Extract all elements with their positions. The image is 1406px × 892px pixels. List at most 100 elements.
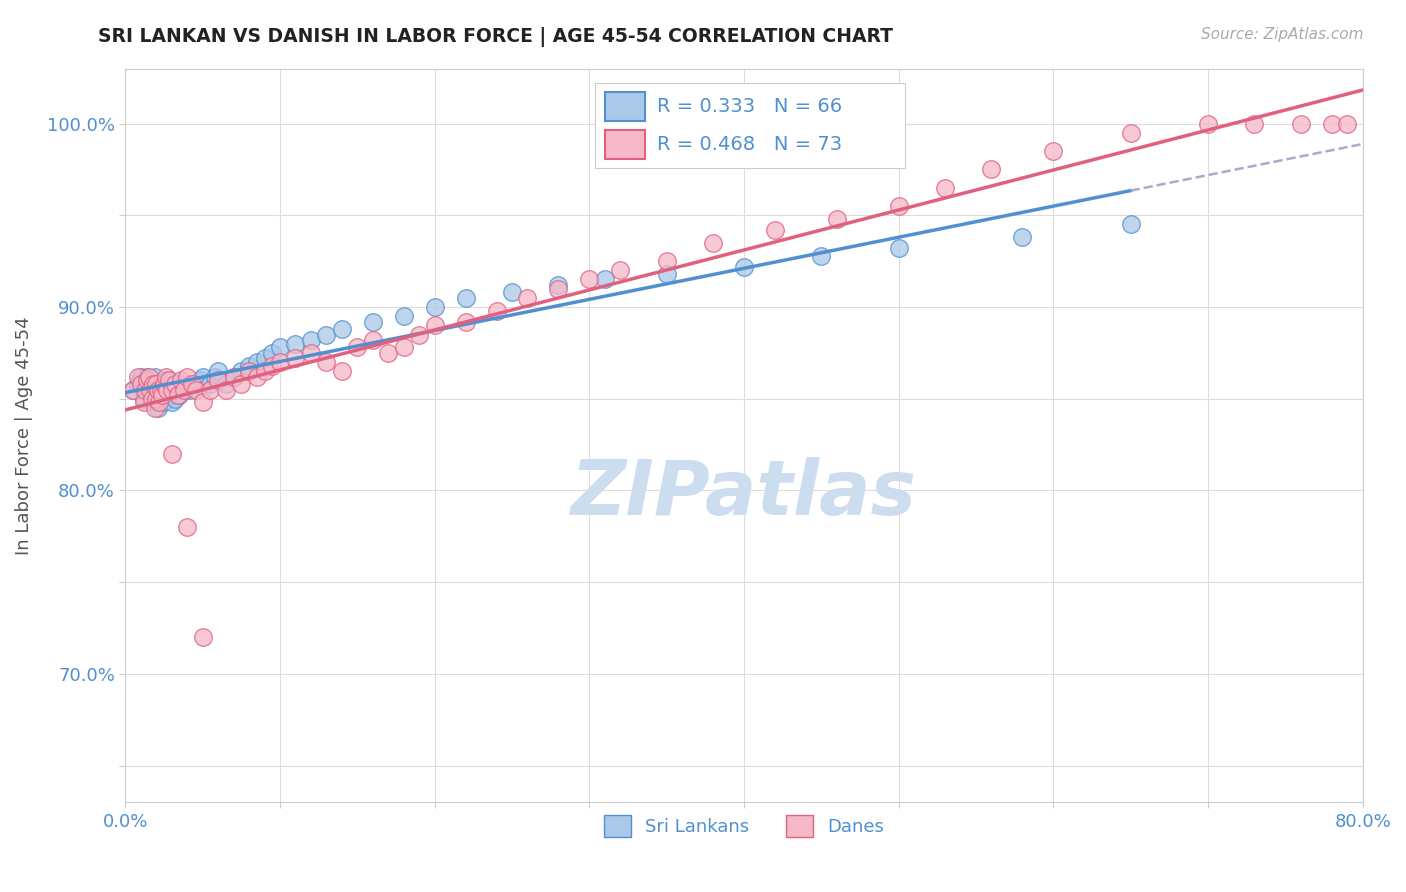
Point — [148, 388, 170, 402]
Point — [138, 369, 160, 384]
Point — [408, 327, 430, 342]
Point — [132, 383, 155, 397]
Point — [392, 309, 415, 323]
Point — [152, 388, 174, 402]
Point — [153, 395, 176, 409]
Point — [1336, 117, 1358, 131]
Point — [215, 383, 238, 397]
Point — [173, 383, 195, 397]
Point — [330, 322, 353, 336]
Point — [160, 383, 183, 397]
Point — [825, 211, 848, 226]
Point — [167, 388, 190, 402]
Point — [129, 369, 152, 384]
Point — [191, 630, 214, 644]
Point — [810, 249, 832, 263]
Point — [231, 364, 253, 378]
Point — [547, 277, 569, 292]
Point — [148, 395, 170, 409]
Point — [887, 241, 910, 255]
Point — [253, 364, 276, 378]
Point — [157, 373, 180, 387]
Point — [763, 223, 786, 237]
Point — [152, 392, 174, 406]
Point — [361, 315, 384, 329]
Point — [1197, 117, 1219, 131]
Point — [176, 377, 198, 392]
Point — [207, 364, 229, 378]
Point — [145, 377, 167, 392]
Point — [160, 447, 183, 461]
Point — [163, 377, 186, 392]
Point — [578, 272, 600, 286]
Point — [148, 377, 170, 392]
Point — [200, 377, 222, 392]
Point — [262, 359, 284, 373]
Point — [127, 377, 149, 392]
Point — [136, 369, 159, 384]
Point — [501, 285, 523, 300]
Point — [188, 373, 211, 387]
Point — [146, 383, 169, 397]
Point — [547, 282, 569, 296]
Point — [485, 303, 508, 318]
Point — [1119, 126, 1142, 140]
Point — [134, 383, 156, 397]
Point — [132, 392, 155, 406]
Point — [1042, 144, 1064, 158]
Point — [145, 377, 167, 392]
Point — [157, 383, 180, 397]
Point — [176, 369, 198, 384]
Point — [143, 401, 166, 415]
Point — [1289, 117, 1312, 131]
Point — [179, 383, 201, 397]
Point — [173, 383, 195, 397]
Point — [980, 162, 1002, 177]
Point — [155, 373, 177, 387]
Point — [392, 340, 415, 354]
Point — [191, 395, 214, 409]
Point — [153, 377, 176, 392]
Point — [934, 180, 956, 194]
Point — [246, 369, 269, 384]
Text: ZIPatlas: ZIPatlas — [571, 457, 917, 531]
Point — [1243, 117, 1265, 131]
Point — [143, 369, 166, 384]
Point — [165, 383, 187, 397]
Point — [156, 386, 179, 401]
Point — [315, 355, 337, 369]
Point — [180, 377, 202, 392]
Text: SRI LANKAN VS DANISH IN LABOR FORCE | AGE 45-54 CORRELATION CHART: SRI LANKAN VS DANISH IN LABOR FORCE | AG… — [98, 27, 893, 46]
Point — [1011, 230, 1033, 244]
Point — [238, 359, 260, 373]
Point — [142, 377, 165, 392]
Point — [129, 377, 152, 392]
Point — [139, 383, 162, 397]
Point — [253, 351, 276, 366]
Point — [207, 373, 229, 387]
Point — [145, 392, 167, 406]
Point — [269, 340, 291, 354]
Point — [655, 267, 678, 281]
Point — [170, 377, 193, 392]
Point — [129, 373, 152, 387]
Point — [160, 395, 183, 409]
Point — [1320, 117, 1343, 131]
Point — [361, 333, 384, 347]
Point — [170, 373, 193, 387]
Point — [155, 369, 177, 384]
Point — [222, 369, 245, 384]
Point — [346, 340, 368, 354]
Point — [454, 291, 477, 305]
Point — [122, 383, 145, 397]
Point — [609, 263, 631, 277]
Point — [454, 315, 477, 329]
Legend: Sri Lankans, Danes: Sri Lankans, Danes — [596, 808, 891, 845]
Point — [1119, 218, 1142, 232]
Point — [222, 369, 245, 384]
Point — [141, 388, 163, 402]
Point — [127, 369, 149, 384]
Point — [136, 373, 159, 387]
Point — [145, 392, 167, 406]
Point — [262, 346, 284, 360]
